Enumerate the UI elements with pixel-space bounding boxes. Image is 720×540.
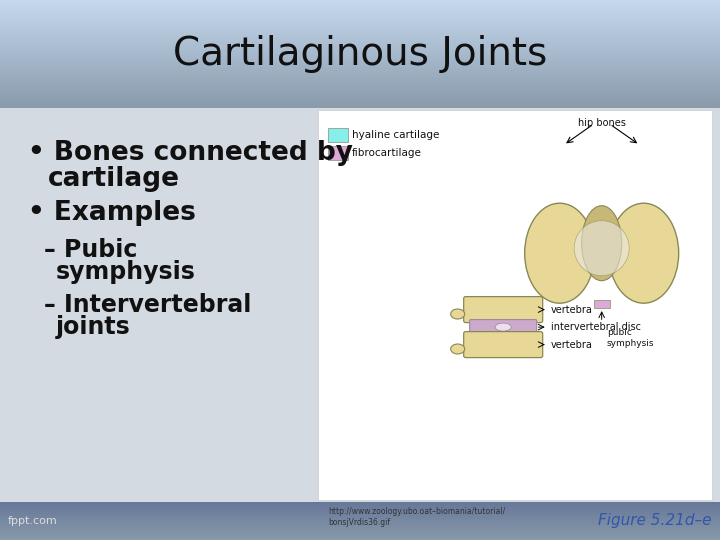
- Ellipse shape: [582, 206, 621, 281]
- Text: hip bones: hip bones: [577, 118, 626, 128]
- Ellipse shape: [574, 221, 629, 276]
- Text: fppt.com: fppt.com: [8, 516, 58, 526]
- Text: vertebra: vertebra: [551, 305, 593, 315]
- Bar: [328, 146, 348, 160]
- Text: symphysis: symphysis: [56, 260, 196, 284]
- Text: vertebra: vertebra: [551, 340, 593, 349]
- FancyBboxPatch shape: [318, 110, 712, 500]
- Bar: [594, 300, 610, 308]
- Text: pubic
symphysis: pubic symphysis: [607, 328, 654, 348]
- Text: – Intervertebral: – Intervertebral: [44, 293, 251, 317]
- FancyBboxPatch shape: [464, 296, 543, 322]
- Ellipse shape: [525, 203, 595, 303]
- Text: fibrocartilage: fibrocartilage: [352, 148, 422, 158]
- Text: cartilage: cartilage: [48, 166, 180, 192]
- FancyBboxPatch shape: [464, 332, 543, 357]
- Ellipse shape: [495, 323, 511, 331]
- Text: • Bones connected by: • Bones connected by: [28, 140, 353, 166]
- Text: intervertebral disc: intervertebral disc: [551, 322, 641, 332]
- Text: hyaline cartilage: hyaline cartilage: [352, 130, 439, 140]
- Text: – Pubic: – Pubic: [44, 238, 138, 262]
- Text: joints: joints: [56, 315, 131, 339]
- Text: http://www.zoology.ubo.oat–biomania/tutorial/
bonsjVrdis36.gif: http://www.zoology.ubo.oat–biomania/tuto…: [328, 507, 505, 526]
- Bar: [328, 128, 348, 142]
- Text: Figure 5.21d–e: Figure 5.21d–e: [598, 514, 712, 529]
- Text: Cartilaginous Joints: Cartilaginous Joints: [173, 35, 547, 73]
- Ellipse shape: [451, 344, 464, 354]
- Text: • Examples: • Examples: [28, 200, 196, 226]
- Ellipse shape: [451, 309, 464, 319]
- Ellipse shape: [608, 203, 679, 303]
- FancyBboxPatch shape: [469, 320, 536, 335]
